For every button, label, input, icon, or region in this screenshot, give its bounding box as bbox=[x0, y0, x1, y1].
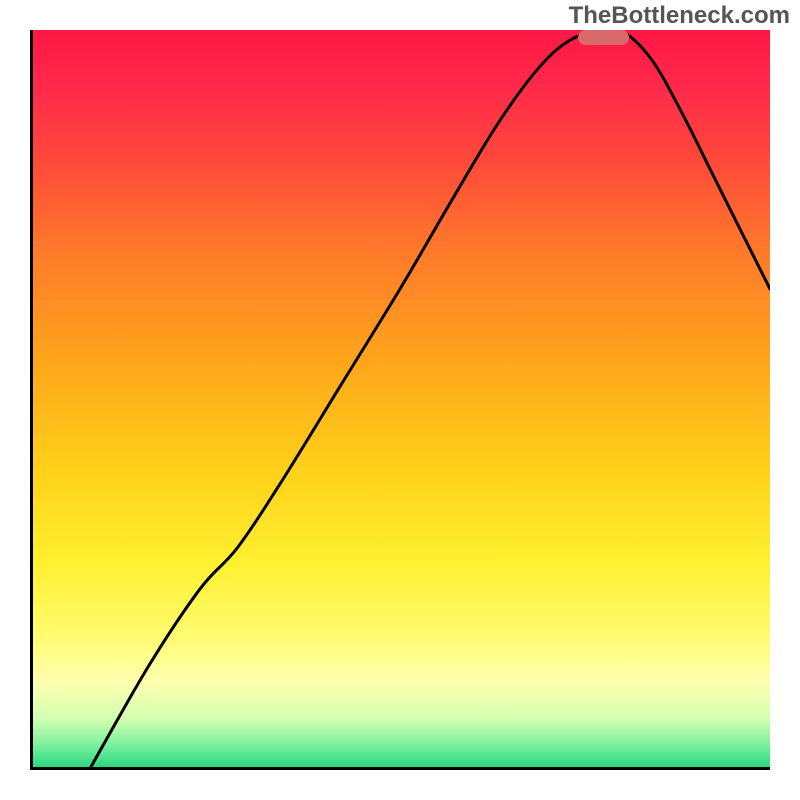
y-axis bbox=[30, 30, 33, 770]
gradient-background bbox=[30, 30, 770, 770]
watermark-text: TheBottleneck.com bbox=[569, 2, 790, 30]
optimal-marker bbox=[578, 30, 630, 45]
x-axis bbox=[30, 767, 770, 770]
chart-frame bbox=[30, 30, 770, 770]
